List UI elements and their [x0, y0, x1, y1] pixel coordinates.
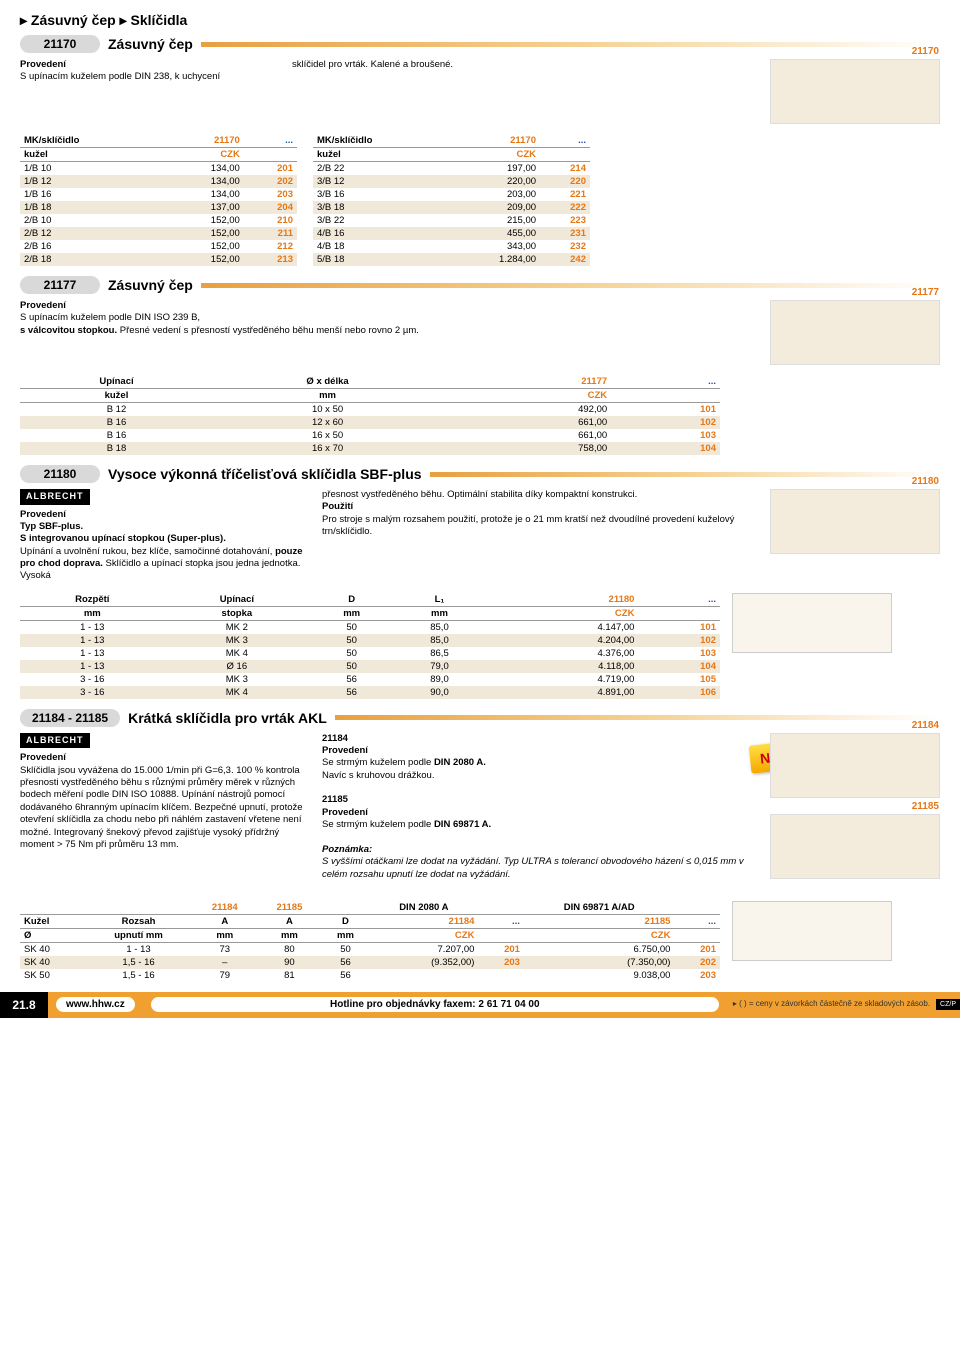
- table-row: SK 401,5 - 16–9056(9.352,00)203(7.350,00…: [20, 956, 720, 969]
- table-21184: 21184 21185 DIN 2080 A DIN 69871 A/AD Ku…: [20, 901, 720, 982]
- footer-czp: CZ/P: [936, 999, 960, 1010]
- table-row: B 1816 x 70758,00104: [20, 442, 720, 455]
- table-row: SK 501,5 - 167981569.038,00203: [20, 969, 720, 982]
- section-header-21170: 21170 Zásuvný čep: [20, 35, 940, 53]
- product-image-21180: 21180: [770, 489, 940, 554]
- page-title: ▸ Zásuvný čep ▸ Sklíčidla: [20, 12, 940, 29]
- section-header-21184: 21184 - 21185 Krátká sklíčidla pro vrták…: [20, 709, 940, 727]
- r1-prov: Provedení: [322, 745, 758, 757]
- right-text: přesnost vystředěného běhu. Optimální st…: [322, 489, 758, 501]
- table-21170-a: MK/sklíčidlo21170... kuželCZK 1/B 10134,…: [20, 134, 297, 266]
- table-row: 1/B 12134,00202: [20, 175, 297, 188]
- note-label: Poznámka:: [322, 844, 758, 856]
- pouziti-text: Pro stroje s malým rozsahem použití, pro…: [322, 514, 758, 539]
- r1-text: Se strmým kuželem podle DIN 2080 A.: [322, 757, 758, 769]
- page-footer: 21.8 www.hhw.cz Hotline pro objednávky f…: [0, 992, 960, 1018]
- table-row: 1/B 10134,00201: [20, 162, 297, 176]
- table-row: 1/B 16134,00203: [20, 188, 297, 201]
- page-number: 21.8: [0, 992, 48, 1018]
- table-row: SK 401 - 137380507.207,002016.750,00201: [20, 942, 720, 956]
- footer-url: www.hhw.cz: [56, 997, 135, 1012]
- r1-code: 21184: [322, 733, 758, 745]
- section-title: Zásuvný čep: [108, 36, 193, 52]
- table-21180: RozpětíUpínacíDL₁21180... mmstopkammmmCZ…: [20, 593, 720, 699]
- table-row: B 1612 x 60661,00102: [20, 416, 720, 429]
- table-row: 2/B 10152,00210: [20, 214, 297, 227]
- table-row: 3 - 16MK 35689,04.719,00105: [20, 673, 720, 686]
- brand-albrecht: ALBRECHT: [20, 489, 90, 505]
- r1-text2: Navíc s kruhovou drážkou.: [322, 770, 758, 782]
- table-row: 3/B 22215,00223: [313, 214, 590, 227]
- table-row: B 1616 x 50661,00103: [20, 429, 720, 442]
- table-row: 1 - 13MK 45086,54.376,00103: [20, 647, 720, 660]
- r2-prov: Provedení: [322, 807, 758, 819]
- table-row: 1/B 18137,00204: [20, 201, 297, 214]
- product-image-21170: 21170: [770, 59, 940, 124]
- table-21177: UpínacíØ x délka21177... kuželmmCZK B 12…: [20, 375, 720, 455]
- table-row: 1 - 13MK 35085,04.204,00102: [20, 634, 720, 647]
- section-header-21180: 21180 Vysoce výkonná tříčelisťová sklíči…: [20, 465, 940, 483]
- provedeni-label: Provedení: [20, 752, 310, 764]
- note-text: S vyššími otáčkami lze dodat na vyžádání…: [322, 856, 758, 881]
- provedeni-text: Typ SBF-plus. S integrovanou upínací sto…: [20, 521, 310, 583]
- provedeni-label: Provedení: [20, 509, 310, 521]
- provedeni-text: S upínacím kuželem podle DIN 238, k uchy…: [20, 71, 280, 83]
- provedeni-label: Provedení: [20, 300, 560, 312]
- r2-text: Se strmým kuželem podle DIN 69871 A.: [322, 819, 758, 831]
- provedeni-label: Provedení: [20, 59, 280, 71]
- table-row: 2/B 22197,00214: [313, 162, 590, 176]
- section-header-21177: 21177 Zásuvný čep: [20, 276, 940, 294]
- right-text: sklíčidel pro vrták. Kalené a broušené.: [292, 59, 758, 124]
- section-title: Krátká sklíčidla pro vrták AKL: [128, 710, 327, 726]
- table-row: 2/B 12152,00211: [20, 227, 297, 240]
- product-image-21184: 21184: [770, 733, 940, 798]
- product-image-21177: 21177: [770, 300, 940, 365]
- r2-code: 21185: [322, 794, 758, 806]
- provedeni-text-left: Sklíčidla jsou vyvážena do 15.000 1/min …: [20, 765, 310, 851]
- footer-hotline: Hotline pro objednávky faxem: 2 61 71 04…: [151, 997, 719, 1012]
- dimension-diagram-21180: [732, 593, 892, 653]
- section-title: Vysoce výkonná tříčelisťová sklíčidla SB…: [108, 466, 422, 482]
- product-image-21185: 21185: [770, 814, 940, 879]
- table-row: 1 - 13MK 25085,04.147,00101: [20, 620, 720, 634]
- table-row: 5/B 181.284,00242: [313, 253, 590, 266]
- footer-note: ▸ ( ) = ceny v závorkách částečně ze skl…: [727, 1000, 936, 1009]
- table-row: 2/B 16152,00212: [20, 240, 297, 253]
- table-row: 3 - 16MK 45690,04.891,00106: [20, 686, 720, 699]
- table-row: 4/B 18343,00232: [313, 240, 590, 253]
- section-code: 21170: [20, 35, 100, 53]
- table-row: 3/B 12220,00220: [313, 175, 590, 188]
- pouziti-label: Použití: [322, 501, 758, 513]
- section-code: 21177: [20, 276, 100, 294]
- provedeni-text: S upínacím kuželem podle DIN ISO 239 B,s…: [20, 312, 560, 337]
- table-row: 1 - 13Ø 165079,04.118,00104: [20, 660, 720, 673]
- section-title: Zásuvný čep: [108, 277, 193, 293]
- table-row: 3/B 16203,00221: [313, 188, 590, 201]
- brand-albrecht: ALBRECHT: [20, 733, 90, 749]
- section-code: 21184 - 21185: [20, 709, 120, 727]
- table-row: 2/B 18152,00213: [20, 253, 297, 266]
- table-row: 3/B 18209,00222: [313, 201, 590, 214]
- section-code: 21180: [20, 465, 100, 483]
- dimension-diagram-21184: [732, 901, 892, 961]
- table-21170-b: MK/sklíčidlo21170... kuželCZK 2/B 22197,…: [313, 134, 590, 266]
- table-row: 4/B 16455,00231: [313, 227, 590, 240]
- table-row: B 1210 x 50492,00101: [20, 403, 720, 417]
